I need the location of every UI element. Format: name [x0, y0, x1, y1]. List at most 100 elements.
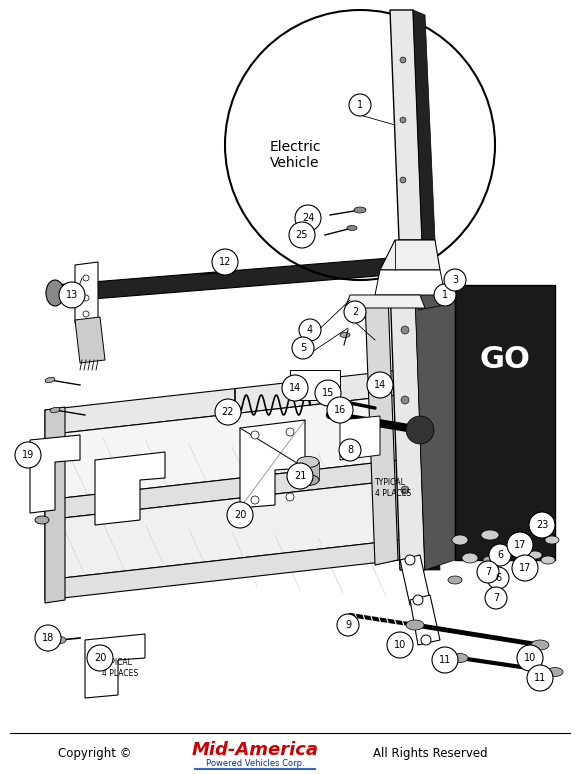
Circle shape	[287, 463, 313, 489]
Text: 17: 17	[514, 540, 526, 550]
Circle shape	[339, 439, 361, 461]
Text: 4: 4	[307, 325, 313, 335]
Text: 21: 21	[294, 471, 306, 481]
Circle shape	[434, 284, 456, 306]
Circle shape	[15, 442, 41, 468]
Ellipse shape	[531, 640, 549, 650]
Text: 23: 23	[536, 520, 548, 530]
Circle shape	[517, 645, 543, 671]
Circle shape	[286, 428, 294, 436]
Circle shape	[400, 177, 406, 183]
Polygon shape	[45, 407, 65, 603]
Circle shape	[527, 665, 553, 691]
Circle shape	[83, 295, 89, 301]
Ellipse shape	[45, 377, 55, 382]
Polygon shape	[30, 435, 80, 513]
Polygon shape	[390, 10, 422, 240]
Text: 5: 5	[300, 343, 306, 353]
Circle shape	[349, 94, 371, 116]
Circle shape	[215, 399, 241, 425]
Circle shape	[344, 301, 366, 323]
Text: Powered Vehicles Corp.: Powered Vehicles Corp.	[206, 759, 304, 769]
Circle shape	[485, 587, 507, 609]
Ellipse shape	[340, 333, 350, 337]
Ellipse shape	[354, 207, 366, 213]
Polygon shape	[45, 480, 400, 580]
Text: 14: 14	[289, 383, 301, 393]
Text: Electric
Vehicle: Electric Vehicle	[269, 140, 321, 170]
Ellipse shape	[488, 596, 502, 604]
Text: 16: 16	[334, 405, 346, 415]
Text: 24: 24	[302, 213, 314, 223]
Polygon shape	[297, 462, 319, 480]
Polygon shape	[55, 258, 390, 302]
Circle shape	[295, 205, 321, 231]
Text: 11: 11	[439, 655, 451, 665]
Polygon shape	[45, 370, 400, 435]
Text: 8: 8	[347, 445, 353, 455]
Text: 18: 18	[42, 633, 54, 643]
Circle shape	[512, 555, 538, 581]
Ellipse shape	[541, 516, 555, 524]
Polygon shape	[415, 285, 455, 570]
Circle shape	[227, 502, 253, 528]
Text: 17: 17	[519, 563, 531, 573]
Circle shape	[35, 625, 61, 651]
Text: 9: 9	[345, 620, 351, 630]
Text: 6: 6	[497, 550, 503, 560]
Polygon shape	[410, 595, 440, 645]
FancyBboxPatch shape	[290, 370, 340, 400]
Text: 22: 22	[222, 407, 234, 417]
Ellipse shape	[481, 530, 499, 540]
Circle shape	[83, 311, 89, 317]
Polygon shape	[45, 540, 400, 600]
Ellipse shape	[486, 570, 504, 580]
Polygon shape	[413, 10, 435, 240]
Ellipse shape	[528, 551, 542, 559]
Ellipse shape	[462, 553, 478, 563]
Text: 1: 1	[442, 290, 448, 300]
Ellipse shape	[325, 391, 335, 399]
Circle shape	[401, 486, 409, 494]
Ellipse shape	[297, 474, 319, 485]
Polygon shape	[415, 285, 440, 570]
Ellipse shape	[448, 576, 462, 584]
Circle shape	[83, 275, 89, 281]
Ellipse shape	[541, 556, 555, 564]
Circle shape	[292, 337, 314, 359]
Circle shape	[327, 397, 353, 423]
Ellipse shape	[351, 318, 359, 322]
Circle shape	[282, 375, 308, 401]
Text: 20: 20	[234, 510, 246, 520]
Text: 10: 10	[524, 653, 536, 663]
Ellipse shape	[54, 636, 66, 643]
Ellipse shape	[483, 556, 497, 564]
Ellipse shape	[491, 550, 509, 560]
Text: 6: 6	[495, 573, 501, 583]
Text: 25: 25	[296, 230, 308, 240]
Polygon shape	[75, 262, 98, 323]
Ellipse shape	[545, 536, 559, 544]
Polygon shape	[75, 317, 105, 363]
Text: 2: 2	[352, 307, 358, 317]
Polygon shape	[340, 416, 380, 460]
Circle shape	[487, 567, 509, 589]
Ellipse shape	[452, 653, 468, 663]
Text: GO: GO	[480, 345, 531, 375]
Circle shape	[387, 632, 413, 658]
Text: TYPICAL
4 PLACES: TYPICAL 4 PLACES	[375, 478, 411, 498]
Polygon shape	[380, 240, 440, 270]
Circle shape	[315, 380, 341, 406]
Polygon shape	[85, 634, 145, 698]
Text: 15: 15	[322, 388, 334, 398]
Text: 13: 13	[66, 290, 78, 300]
Circle shape	[413, 595, 423, 605]
Circle shape	[299, 319, 321, 341]
Polygon shape	[45, 395, 400, 500]
Circle shape	[286, 493, 294, 501]
Polygon shape	[45, 460, 400, 520]
Ellipse shape	[518, 536, 532, 544]
Ellipse shape	[50, 407, 60, 413]
Circle shape	[401, 396, 409, 404]
Circle shape	[400, 57, 406, 63]
